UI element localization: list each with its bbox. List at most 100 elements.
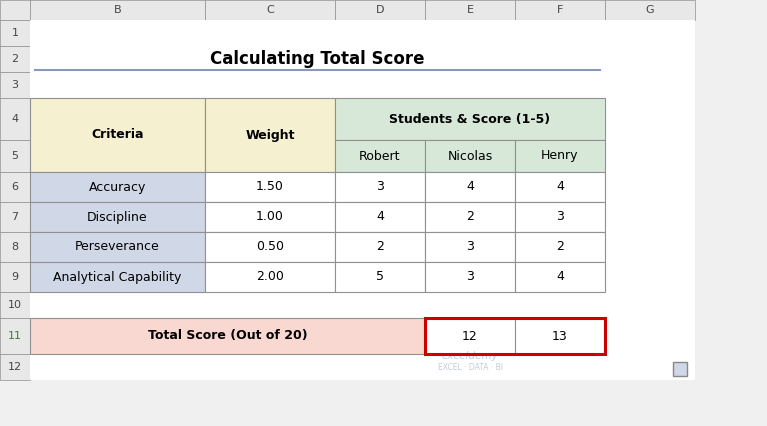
Bar [425, 202, 515, 232]
Bar [0, 354, 30, 380]
Bar [673, 362, 687, 376]
Text: E: E [466, 5, 473, 15]
Bar [30, 172, 205, 202]
Bar [0, 292, 30, 318]
Bar [335, 202, 425, 232]
Text: 4: 4 [12, 114, 18, 124]
Text: B: B [114, 5, 121, 15]
Text: Accuracy: Accuracy [89, 181, 146, 193]
Text: 3: 3 [466, 241, 474, 253]
Text: EXCEL · DATA · BI: EXCEL · DATA · BI [437, 363, 502, 371]
Text: Analytical Capability: Analytical Capability [54, 271, 182, 283]
Bar [0, 72, 30, 98]
Bar [205, 172, 335, 202]
Text: 12: 12 [8, 362, 22, 372]
Text: Robert: Robert [359, 150, 400, 162]
Text: Weight: Weight [245, 129, 295, 141]
Text: Nicolas: Nicolas [447, 150, 492, 162]
Text: Students & Score (1-5): Students & Score (1-5) [390, 112, 551, 126]
Bar [605, 0, 695, 20]
Text: 6: 6 [12, 182, 18, 192]
Bar [205, 262, 335, 292]
Bar [205, 232, 335, 262]
Bar [0, 262, 30, 292]
Bar [205, 202, 335, 232]
Text: 0.50: 0.50 [256, 241, 284, 253]
Bar [30, 20, 695, 380]
Text: 4: 4 [556, 181, 564, 193]
Bar [515, 232, 605, 262]
Text: Perseverance: Perseverance [75, 241, 160, 253]
Text: 3: 3 [376, 181, 384, 193]
Text: 1.50: 1.50 [256, 181, 284, 193]
Text: Henry: Henry [542, 150, 579, 162]
Text: exceldemy: exceldemy [442, 351, 499, 361]
Text: 2: 2 [12, 54, 18, 64]
Bar [30, 318, 425, 354]
Bar [515, 172, 605, 202]
Text: 12: 12 [463, 329, 478, 343]
Bar [335, 0, 425, 20]
Bar [335, 262, 425, 292]
Bar [0, 318, 30, 354]
Bar [335, 232, 425, 262]
Bar [425, 140, 515, 172]
Bar [0, 46, 30, 72]
Bar [30, 232, 205, 262]
Text: 3: 3 [556, 210, 564, 224]
Bar [425, 262, 515, 292]
Bar [0, 140, 30, 172]
Text: Calculating Total Score: Calculating Total Score [210, 50, 425, 68]
Bar [335, 140, 425, 172]
Text: 1.00: 1.00 [256, 210, 284, 224]
Text: C: C [266, 5, 274, 15]
Text: 13: 13 [552, 329, 568, 343]
Bar [425, 0, 515, 20]
Bar [425, 232, 515, 262]
Bar [335, 98, 605, 140]
Text: G: G [646, 5, 654, 15]
Bar [30, 46, 605, 72]
Text: 4: 4 [376, 210, 384, 224]
Bar [30, 202, 205, 232]
Text: 3: 3 [466, 271, 474, 283]
Text: Discipline: Discipline [87, 210, 148, 224]
Text: 5: 5 [12, 151, 18, 161]
Bar [335, 172, 425, 202]
Bar [30, 0, 205, 20]
Text: 1: 1 [12, 28, 18, 38]
Text: 2: 2 [556, 241, 564, 253]
Bar [515, 0, 605, 20]
Text: 2: 2 [466, 210, 474, 224]
Bar [0, 232, 30, 262]
Bar [425, 318, 605, 354]
Bar [0, 172, 30, 202]
Bar [515, 202, 605, 232]
Text: 4: 4 [556, 271, 564, 283]
Bar [425, 172, 515, 202]
Bar [30, 98, 205, 172]
Bar [205, 0, 335, 20]
Text: F: F [557, 5, 563, 15]
Text: 10: 10 [8, 300, 22, 310]
Text: 4: 4 [466, 181, 474, 193]
Bar [425, 318, 515, 354]
Text: D: D [376, 5, 384, 15]
Text: Total Score (Out of 20): Total Score (Out of 20) [148, 329, 308, 343]
Text: 9: 9 [12, 272, 18, 282]
Text: Criteria: Criteria [91, 129, 143, 141]
Text: 3: 3 [12, 80, 18, 90]
Bar [0, 0, 30, 20]
Text: 11: 11 [8, 331, 22, 341]
Bar [0, 98, 30, 140]
Bar [0, 202, 30, 232]
Bar [515, 318, 605, 354]
Text: 7: 7 [12, 212, 18, 222]
Bar [205, 98, 335, 172]
Bar [0, 20, 30, 46]
Bar [515, 262, 605, 292]
Text: 2.00: 2.00 [256, 271, 284, 283]
Text: 5: 5 [376, 271, 384, 283]
Text: 2: 2 [376, 241, 384, 253]
Bar [30, 262, 205, 292]
